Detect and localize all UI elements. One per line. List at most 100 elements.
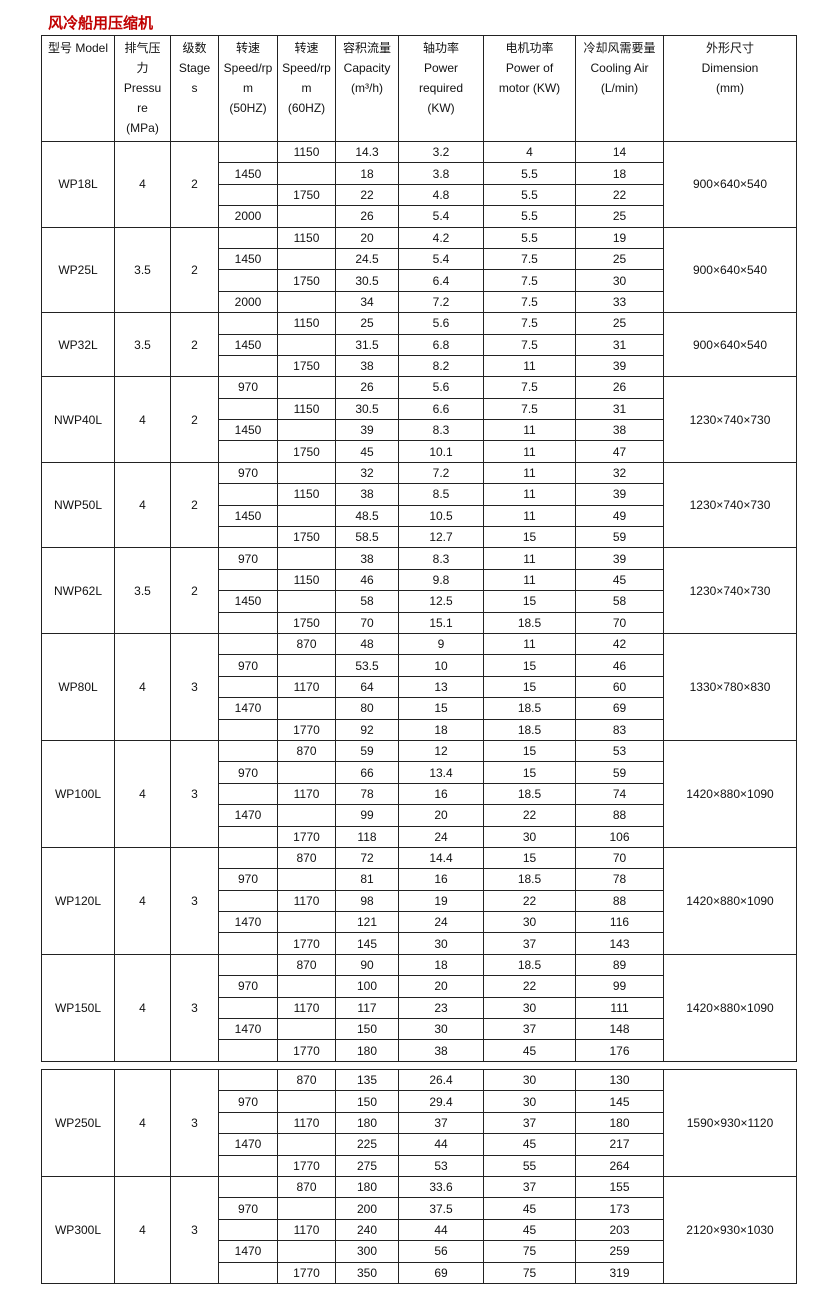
header-line: m [301,81,312,95]
motor-power-cell: 18.5 [483,868,576,891]
speed-50hz-cell [218,397,278,421]
header-line: 电机功率 [505,41,554,55]
power-required-cell: 15.1 [398,611,484,634]
speed-60hz-cell: 1750 [277,440,336,463]
motor-power-cell: 37 [483,1111,576,1135]
motor-power-cell: 18.5 [483,782,576,806]
cooling-air-cell: 26 [575,376,664,399]
speed-60hz-cell [277,290,336,314]
motor-power-cell: 11 [483,483,576,506]
speed-50hz-cell: 1450 [218,590,278,613]
capacity-cell: 180 [335,1175,399,1199]
speed-50hz-cell [218,953,278,977]
cooling-air-cell: 47 [575,440,664,463]
power-required-cell: 19 [398,889,484,913]
speed-50hz-cell: 1470 [218,1133,278,1156]
cooling-air-cell: 106 [575,825,664,848]
pressure-cell: 3.5 [114,226,171,314]
cooling-air-cell: 59 [575,761,664,784]
pressure-cell: 4 [114,953,171,1062]
pressure-cell: 4 [114,739,171,848]
power-required-cell: 30 [398,1018,484,1041]
cooling-air-cell: 60 [575,675,664,699]
motor-power-cell: 18.5 [483,953,576,977]
table-row: 1470 300 56 75 259 [42,1240,797,1263]
power-required-cell: 8.3 [398,419,484,442]
capacity-cell: 150 [335,1090,399,1113]
motor-power-cell: 30 [483,1068,576,1092]
table-row: WP150L 4 3 870 90 18 18.5 89 1420×880×1090 [41,953,797,1062]
capacity-cell: 32 [335,461,399,485]
speed-60hz-cell: 1750 [277,183,336,207]
header-line: required [418,81,464,95]
power-required-cell: 8.2 [398,354,484,378]
pressure-cell: 4 [114,376,171,463]
dimension-cell: 1230×740×730 [663,376,797,463]
capacity-cell: 118 [335,825,399,848]
header-line: (KW) [427,101,455,115]
power-required-cell: 7.2 [398,461,484,485]
cooling-air-cell: 143 [575,932,664,955]
cooling-air-cell: 25 [575,247,664,271]
speed-50hz-cell [218,825,278,848]
motor-power-cell: 37 [483,1175,576,1199]
model-cell: WP100L [41,739,115,848]
table-row: WP100L 4 3 870 59 12 15 53 1420×880×1090 [41,739,797,848]
motor-power-cell: 7.5 [483,333,576,356]
speed-60hz-cell [277,911,336,934]
header-line: Dimension [701,61,759,75]
speed-60hz-cell: 1770 [277,1154,336,1177]
table-row: 1170 64 13 15 60 [42,675,797,699]
capacity-cell: 81 [335,868,399,891]
capacity-cell: 200 [335,1197,399,1220]
speed-60hz-cell: 1750 [277,526,336,549]
power-required-cell: 9.8 [398,568,484,592]
power-required-cell: 3.2 [398,140,484,164]
speed-50hz-cell [218,1154,278,1177]
capacity-cell: 38 [335,354,399,378]
stages-cell: 3 [170,1175,219,1284]
speed-60hz-cell: 1150 [277,568,336,592]
table-row: 1150 30.5 6.6 7.5 31 [42,397,797,421]
dimension-cell: 1330×780×830 [663,632,797,741]
motor-power-cell: 45 [483,1197,576,1220]
table-row: 970 150 29.4 30 145 [42,1090,797,1113]
header-line: re [137,101,148,115]
cooling-air-cell: 217 [575,1133,664,1156]
header-line: (MPa) [126,121,159,135]
capacity-cell: 31.5 [335,333,399,356]
speed-60hz-cell: 1770 [277,825,336,848]
pressure-cell: 4 [114,1069,171,1177]
header-line: Stage [178,61,211,75]
speed-60hz-cell [277,654,336,677]
motor-power-cell: 7.5 [483,290,576,314]
header-power-required: 轴功率 Power required (KW) [398,35,484,142]
model-cell: WP32L [41,312,115,378]
motor-power-cell: 11 [483,419,576,442]
header-line: m [243,81,253,95]
power-required-cell: 6.8 [398,333,484,356]
speed-50hz-cell: 970 [218,547,278,570]
power-required-cell: 16 [398,868,484,891]
header-cooling-air: 冷却风需要量 Cooling Air (L/min) [575,35,664,142]
speed-60hz-cell: 1770 [277,1039,336,1062]
table-row: 1450 58 12.5 15 58 [42,590,797,613]
stages-cell: 3 [170,739,219,848]
header-line: Pressu [123,81,162,95]
power-required-cell: 5.6 [398,312,484,335]
speed-50hz-cell: 1470 [218,1240,278,1263]
capacity-cell: 26 [335,205,399,228]
speed-60hz-cell: 870 [277,632,336,656]
dimension-cell: 1230×740×730 [663,461,797,549]
speed-50hz-cell [218,183,278,207]
capacity-cell: 25 [335,312,399,335]
capacity-cell: 39 [335,419,399,442]
speed-60hz-cell: 870 [277,953,336,977]
capacity-cell: 30.5 [335,397,399,421]
speed-60hz-cell: 870 [277,846,336,870]
table-row: 1470 121 24 30 116 [42,911,797,934]
table-row: 1750 58.5 12.7 15 59 [42,526,797,549]
motor-power-cell: 18.5 [483,718,576,741]
power-required-cell: 10.5 [398,504,484,528]
cooling-air-cell: 69 [575,697,664,720]
